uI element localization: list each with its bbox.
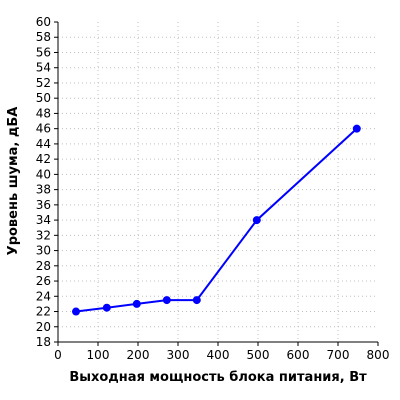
y-tick-label: 22 (36, 305, 51, 319)
y-tick-label: 54 (36, 61, 51, 75)
data-point (192, 296, 201, 305)
x-tick-labels: 0 100 200 300 400 500 600 700 800 (54, 348, 389, 362)
y-tick-label: 52 (36, 76, 51, 90)
x-tick-label: 500 (247, 348, 270, 362)
y-tick-label: 30 (36, 244, 51, 258)
y-tick-label: 48 (36, 106, 51, 120)
x-tick-label: 200 (127, 348, 150, 362)
x-tick-label: 700 (327, 348, 350, 362)
y-axis-label: Уровень шума, дБА (6, 107, 21, 256)
y-tick-label: 56 (36, 45, 51, 59)
axes (54, 21, 379, 346)
series (72, 124, 361, 316)
x-axis-label: Выходная мощность блока питания, Вт (69, 370, 367, 385)
y-tick-label: 42 (36, 152, 51, 166)
data-point (132, 299, 141, 308)
y-tick-label: 46 (36, 122, 51, 136)
y-tick-label: 44 (36, 137, 51, 151)
data-point (72, 307, 80, 316)
y-tick-label: 26 (36, 274, 51, 288)
x-tick-label: 600 (287, 348, 310, 362)
y-tick-label: 60 (36, 15, 51, 29)
x-tick-label: 300 (167, 348, 190, 362)
x-tick-label: 800 (367, 348, 390, 362)
y-tick-label: 36 (36, 198, 51, 212)
x-tick-label: 400 (207, 348, 230, 362)
data-point (252, 216, 261, 225)
y-tick-label: 34 (36, 213, 51, 227)
y-tick-label: 40 (36, 167, 51, 181)
y-tick-label: 58 (36, 30, 51, 44)
y-tick-label: 28 (36, 259, 51, 273)
y-tick-label: 20 (36, 320, 51, 334)
data-point (162, 296, 171, 305)
data-point (352, 124, 361, 133)
y-tick-label: 18 (36, 335, 51, 349)
y-tick-label: 50 (36, 91, 51, 105)
grid (58, 22, 378, 342)
y-tick-label: 24 (36, 289, 51, 303)
x-tick-label: 100 (87, 348, 110, 362)
data-point (102, 303, 111, 312)
y-tick-label: 32 (36, 228, 51, 242)
x-tick-label: 0 (54, 348, 62, 362)
y-tick-label: 38 (36, 183, 51, 197)
